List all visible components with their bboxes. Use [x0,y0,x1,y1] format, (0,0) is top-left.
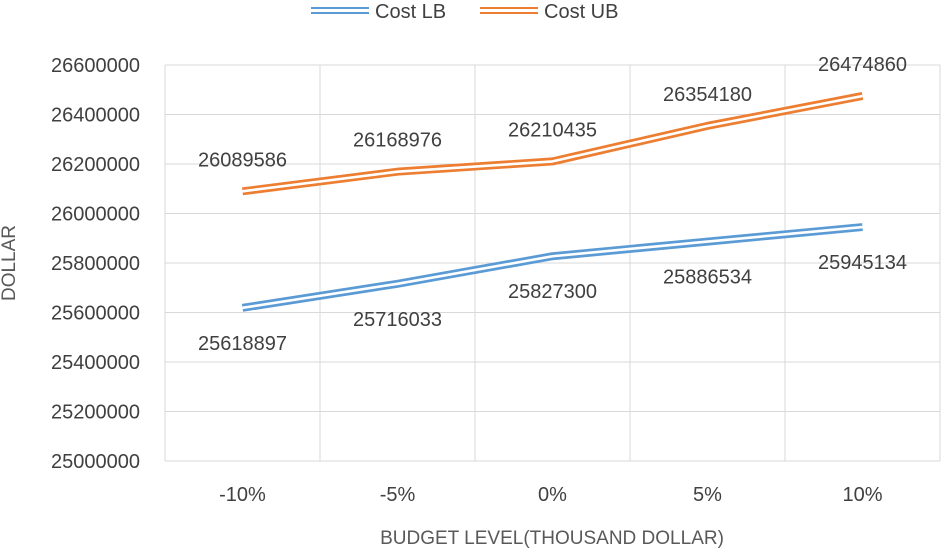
x-tick-label: -10% [219,484,266,506]
data-label-cost-lb: 25716033 [353,309,442,331]
x-tick-label: 0% [538,484,567,506]
data-label-cost-lb: 25827300 [508,281,597,303]
y-tick-label: 26200000 [51,154,140,176]
legend: Cost LB Cost UB [311,1,618,23]
y-axis-title: DOLLAR [0,225,20,301]
y-tick-label: 26600000 [51,55,140,77]
data-label-cost-lb: 25945134 [818,252,907,274]
data-label-cost-ub: 26474860 [818,54,907,76]
x-axis-title: BUDGET LEVEL(THOUSAND DOLLAR) [380,528,724,549]
data-label-cost-ub: 26089586 [198,149,287,171]
y-tick-label: 25000000 [51,451,140,473]
data-label-cost-lb: 25618897 [198,333,287,355]
series-line-cost-ub [241,92,864,196]
y-tick-label: 25800000 [51,253,140,275]
y-tick-label: 25600000 [51,303,140,325]
x-tick-label: 10% [842,484,882,506]
y-axis-ticks: 25000000 25200000 25400000 25600000 25800000… [51,55,140,473]
series-lines [241,92,864,312]
x-axis-ticks: -10% -5% 0% 5% 10% [219,484,883,506]
data-label-cost-lb: 25886534 [663,267,752,289]
data-labels: 25618897 25716033 25827300 25886534 25945134… [198,54,907,355]
gridlines [164,64,941,462]
data-label-cost-ub: 26168976 [353,130,442,152]
legend-label-cost-ub: Cost UB [544,1,618,23]
legend-label-cost-lb: Cost LB [375,1,446,23]
data-label-cost-ub: 26354180 [663,84,752,106]
y-tick-label: 26400000 [51,105,140,127]
y-tick-label: 25400000 [51,352,140,374]
x-tick-label: 5% [693,484,722,506]
y-tick-label: 25200000 [51,402,140,424]
x-tick-label: -5% [380,484,416,506]
data-label-cost-ub: 26210435 [508,119,597,141]
y-tick-label: 26000000 [51,204,140,226]
